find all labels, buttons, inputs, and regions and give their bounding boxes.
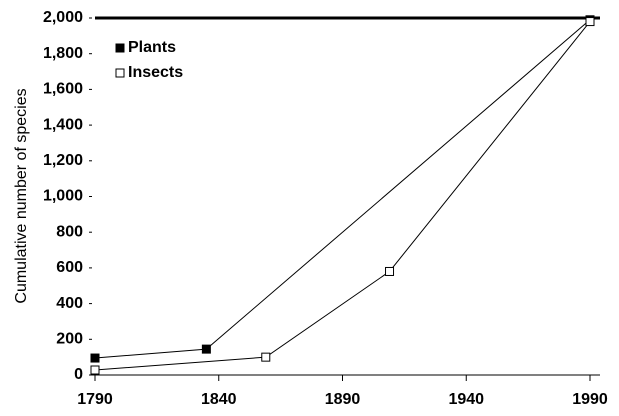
- y-tick-label: 200: [56, 331, 83, 348]
- y-axis-label: Cumulative number of species: [13, 88, 30, 303]
- y-tick-label: 1,400: [43, 116, 83, 133]
- data-point: [90, 365, 100, 375]
- legend-marker: [115, 43, 125, 53]
- legend-label: Plants: [128, 39, 176, 56]
- legend-marker: [115, 68, 125, 78]
- x-tick-label: 1840: [201, 391, 237, 408]
- data-point: [90, 353, 100, 363]
- data-point: [585, 17, 595, 27]
- x-tick-label: 1790: [77, 391, 113, 408]
- y-tick-label: 0: [74, 366, 83, 383]
- y-tick-label: 1,200: [43, 152, 83, 169]
- y-tick-label: 1,600: [43, 81, 83, 98]
- y-tick-label: 1,000: [43, 188, 83, 205]
- y-tick-label: 800: [56, 223, 83, 240]
- y-tick-label: 1,800: [43, 45, 83, 62]
- x-tick-label: 1890: [325, 391, 361, 408]
- x-tick-label: 1940: [448, 391, 484, 408]
- y-tick-label: 600: [56, 259, 83, 276]
- data-point: [385, 266, 395, 276]
- legend-label: Insects: [128, 64, 183, 81]
- y-tick-label: 400: [56, 295, 83, 312]
- y-tick-label: 2,000: [43, 9, 83, 26]
- data-point: [261, 352, 271, 362]
- x-tick-label: 1990: [572, 391, 608, 408]
- series-line: [94, 21, 591, 371]
- data-point: [201, 344, 211, 354]
